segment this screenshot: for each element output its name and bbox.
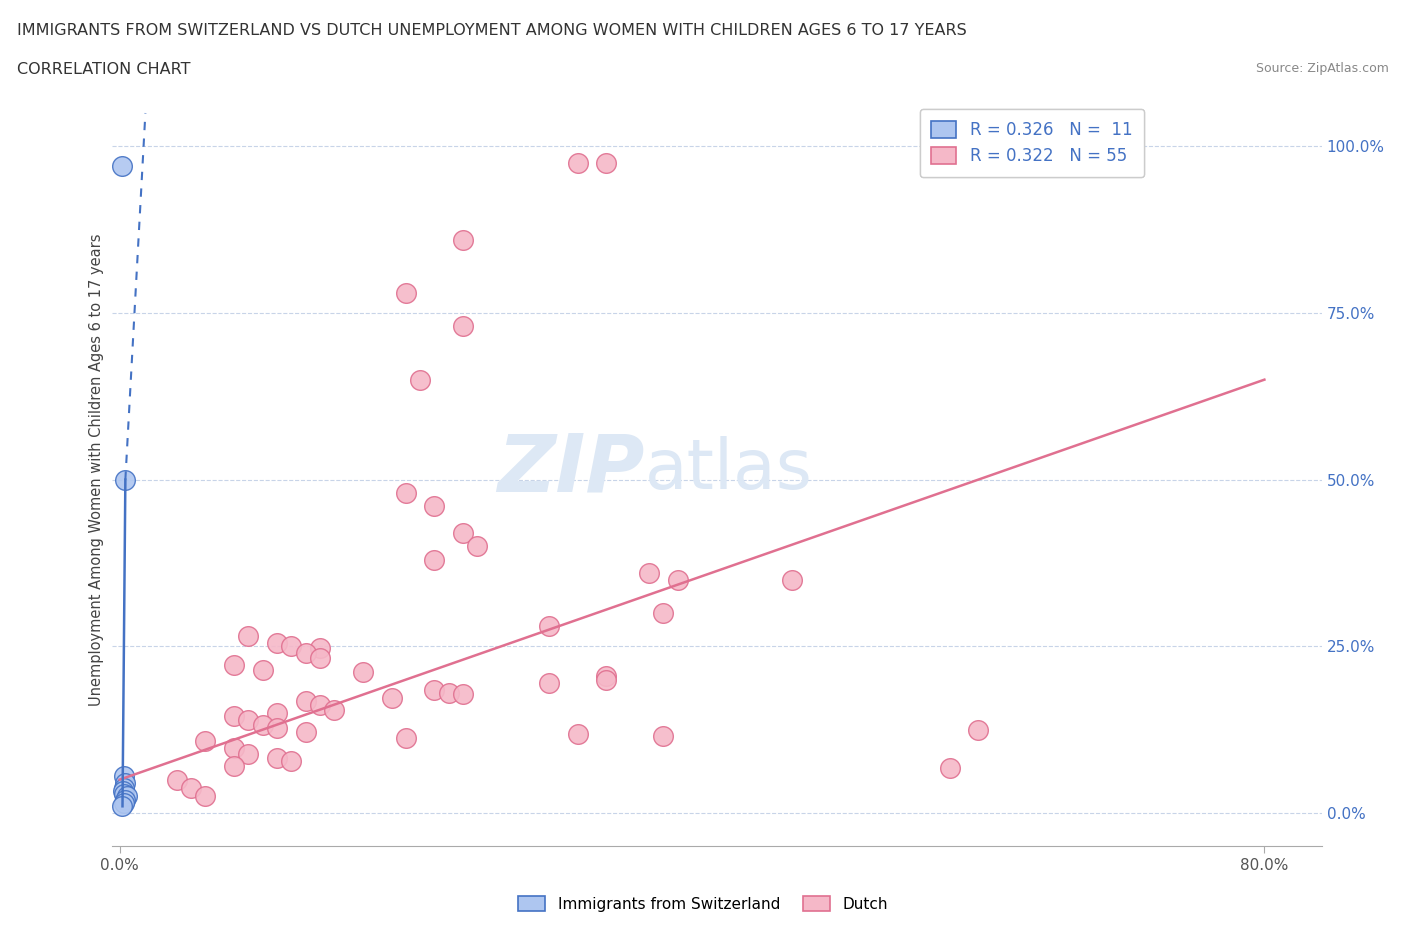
Point xyxy=(567,155,589,170)
Point xyxy=(280,639,302,654)
Point xyxy=(252,718,274,733)
Point xyxy=(238,747,260,762)
Point xyxy=(266,635,288,650)
Point xyxy=(467,538,489,553)
Text: atlas: atlas xyxy=(644,436,813,503)
Text: Source: ZipAtlas.com: Source: ZipAtlas.com xyxy=(1256,62,1389,75)
Point xyxy=(323,702,346,717)
Point xyxy=(352,664,374,679)
Point xyxy=(294,645,316,660)
Point xyxy=(114,792,136,807)
Text: CORRELATION CHART: CORRELATION CHART xyxy=(17,62,190,77)
Point xyxy=(380,691,402,706)
Point xyxy=(938,760,960,775)
Point xyxy=(595,672,617,687)
Point xyxy=(266,751,288,765)
Point xyxy=(437,685,460,700)
Point xyxy=(194,734,217,749)
Point xyxy=(112,787,135,802)
Point xyxy=(395,731,418,746)
Point xyxy=(252,662,274,677)
Point xyxy=(666,572,689,587)
Point xyxy=(395,286,418,300)
Point xyxy=(224,740,246,755)
Point xyxy=(638,565,661,580)
Point xyxy=(595,669,617,684)
Point xyxy=(967,723,990,737)
Point xyxy=(115,789,138,804)
Legend: R = 0.326   N =  11, R = 0.322   N = 55: R = 0.326 N = 11, R = 0.322 N = 55 xyxy=(920,109,1144,177)
Point xyxy=(224,709,246,724)
Point xyxy=(114,472,136,487)
Point xyxy=(294,724,316,739)
Legend: Immigrants from Switzerland, Dutch: Immigrants from Switzerland, Dutch xyxy=(512,890,894,918)
Point xyxy=(537,675,560,690)
Point xyxy=(166,772,188,787)
Text: ZIP: ZIP xyxy=(498,431,644,509)
Point xyxy=(309,651,332,666)
Point xyxy=(451,232,474,247)
Point xyxy=(294,694,316,709)
Point xyxy=(423,683,446,698)
Point xyxy=(395,485,418,500)
Point xyxy=(409,372,432,387)
Point xyxy=(537,618,560,633)
Point xyxy=(111,799,134,814)
Y-axis label: Unemployment Among Women with Children Ages 6 to 17 years: Unemployment Among Women with Children A… xyxy=(89,233,104,706)
Text: IMMIGRANTS FROM SWITZERLAND VS DUTCH UNEMPLOYMENT AMONG WOMEN WITH CHILDREN AGES: IMMIGRANTS FROM SWITZERLAND VS DUTCH UNE… xyxy=(17,23,966,38)
Point xyxy=(112,769,135,784)
Point xyxy=(238,629,260,644)
Point xyxy=(114,776,136,790)
Point xyxy=(224,658,246,672)
Point xyxy=(112,784,135,799)
Point xyxy=(280,753,302,768)
Point xyxy=(567,727,589,742)
Point xyxy=(309,698,332,712)
Point xyxy=(266,706,288,721)
Point xyxy=(112,795,135,810)
Point xyxy=(111,159,134,174)
Point xyxy=(238,712,260,727)
Point xyxy=(309,640,332,655)
Point xyxy=(423,498,446,513)
Point xyxy=(194,789,217,804)
Point xyxy=(423,552,446,567)
Point xyxy=(451,687,474,702)
Point xyxy=(266,720,288,735)
Point xyxy=(652,605,675,620)
Point xyxy=(780,572,803,587)
Point xyxy=(224,759,246,774)
Point xyxy=(451,525,474,540)
Point xyxy=(451,319,474,334)
Point xyxy=(112,780,135,795)
Point xyxy=(595,155,617,170)
Point xyxy=(652,729,675,744)
Point xyxy=(180,780,202,795)
